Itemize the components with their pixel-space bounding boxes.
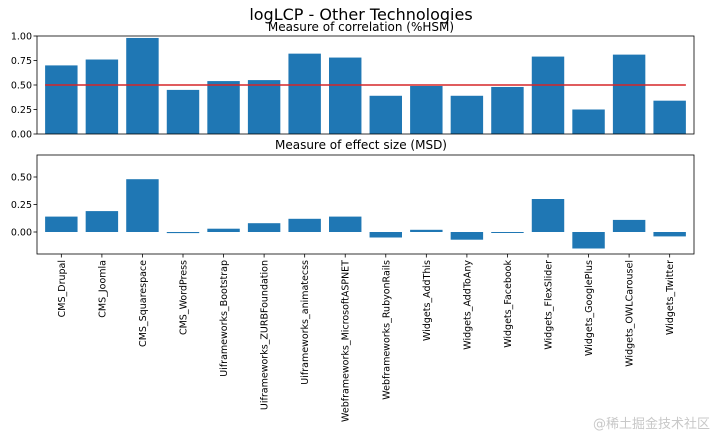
x-tick-label: Widgets_FlexSlider — [544, 260, 555, 350]
bar-uiframeworks-zurbfoundation — [247, 223, 281, 232]
x-tick-label: Widgets_Twitter — [665, 260, 676, 335]
y-tick-label: 0.25 — [11, 105, 32, 116]
x-tick-label: Uiframeworks_ZURBFoundation — [260, 260, 271, 410]
chart-title-effect-size: Measure of effect size (MSD) — [275, 138, 447, 152]
x-tick-label: CMS_WordPress — [179, 260, 190, 335]
bar-widgets-googleplus — [572, 232, 605, 249]
correlation-panel: 0.00 0.25 0.50 0.75 1.00 — [11, 32, 695, 141]
x-tick-label: CMS_Drupal — [57, 260, 68, 317]
bar-cms-joomla — [85, 211, 119, 232]
x-tick-label: Widgets_OWLCarousel — [625, 260, 636, 367]
bar-widgets-flexslider — [531, 199, 565, 232]
x-tick-label: Uiframeworks_Bootstrap — [219, 260, 230, 377]
bar-cms-squarespace — [126, 179, 159, 232]
bar-uiframeworks-bootstrap — [207, 81, 240, 134]
y-tick-label: 0.00 — [11, 130, 32, 141]
effect-size-panel: 0.00 0.25 0.50 — [11, 154, 695, 255]
bar-widgets-facebook — [491, 232, 524, 233]
y-tick-label: 0.75 — [11, 56, 32, 67]
y-tick-label: 0.00 — [11, 228, 32, 239]
bar-cms-wordpress — [166, 89, 200, 134]
bar-widgets-addtoany — [450, 95, 484, 134]
y-tick-label: 0.25 — [11, 200, 32, 211]
x-tick-label: Webframeworks_MicrosoftASPNET — [341, 260, 352, 422]
bar-widgets-twitter — [653, 232, 686, 237]
chart-title-correlation: Measure of correlation (%HSM) — [268, 20, 454, 34]
figure-title: logLCP - Other Technologies — [249, 5, 472, 24]
bar-uiframeworks-zurbfoundation — [247, 80, 281, 134]
bar-uiframeworks-bootstrap — [207, 228, 240, 232]
bar-widgets-addthis — [410, 229, 443, 232]
x-tick-labels: CMS_Drupal CMS_Joomla CMS_Squarespace CMS_W… — [57, 254, 676, 422]
bar-widgets-addtoany — [450, 232, 484, 240]
bar-uiframeworks-animatecss — [288, 53, 321, 134]
bar-widgets-owlcarousel — [612, 54, 646, 135]
bar-widgets-twitter — [653, 100, 686, 134]
y-tick-label: 0.50 — [11, 81, 32, 92]
bar-cms-joomla — [85, 59, 119, 134]
bar-cms-drupal — [45, 216, 78, 232]
bar-widgets-googleplus — [572, 109, 605, 134]
x-tick-label: Uiframeworks_animatecss — [300, 260, 311, 385]
bar-cms-squarespace — [126, 37, 159, 134]
x-tick-label: Widgets_AddThis — [422, 260, 433, 341]
bar-webframeworks-microsoftaspnet — [329, 57, 362, 135]
bar-widgets-flexslider — [531, 56, 565, 134]
x-tick-label: Widgets_AddToAny — [462, 260, 473, 350]
bar-cms-wordpress — [166, 232, 200, 234]
bar-widgets-owlcarousel — [612, 219, 646, 232]
watermark-text: @稀土掘金技术社区 — [592, 417, 710, 432]
bar-widgets-facebook — [491, 86, 524, 134]
bar-webframeworks-microsoftaspnet — [329, 216, 362, 232]
x-tick-label: Widgets_Facebook — [503, 260, 514, 348]
x-tick-label: CMS_Joomla — [97, 260, 108, 318]
x-tick-label: CMS_Squarespace — [138, 260, 149, 347]
bar-webframeworks-rubyonrails — [369, 232, 402, 238]
bar-cms-drupal — [45, 65, 78, 134]
bar-widgets-addthis — [410, 85, 443, 134]
bar-uiframeworks-animatecss — [288, 218, 321, 232]
y-tick-label: 1.00 — [11, 32, 32, 43]
bar-webframeworks-rubyonrails — [369, 95, 402, 134]
x-tick-label: Widgets_GooglePlus — [584, 260, 595, 356]
x-tick-label: Webframeworks_RubyonRails — [381, 260, 392, 400]
y-tick-label: 0.50 — [11, 173, 32, 184]
